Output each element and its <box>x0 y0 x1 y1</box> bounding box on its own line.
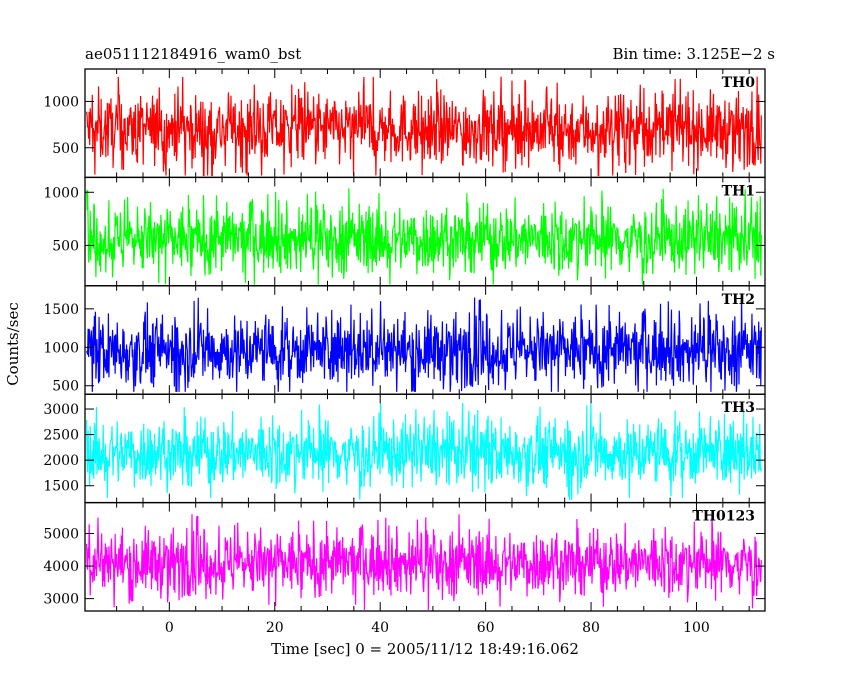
series-line-th1 <box>85 188 762 285</box>
y-tick-label: 3000 <box>43 592 79 608</box>
y-tick-label: 4000 <box>43 559 79 575</box>
panel-th1: 500 1000 TH1 <box>43 176 766 287</box>
bin-time-label: Bin time: 3.125E−2 s <box>613 45 775 63</box>
x-tick-label: 100 <box>683 620 710 636</box>
y-tick-label: 1500 <box>43 479 79 495</box>
y-tick-label: 500 <box>52 238 79 254</box>
y-tick-label: 1000 <box>43 185 79 201</box>
panel-label: TH3 <box>722 400 755 416</box>
x-tick-label: 60 <box>477 620 495 636</box>
series-line-th2 <box>86 297 762 392</box>
panel-th2: 500 1000 1500 TH2 <box>43 285 766 395</box>
panel-frame <box>84 501 766 612</box>
y-tick-label: 500 <box>52 379 79 395</box>
series-line-th0123 <box>85 514 762 611</box>
panel-th0: 500 1000 TH0 <box>43 68 766 179</box>
series-line-th3 <box>85 402 762 501</box>
panel-label: TH2 <box>722 292 755 308</box>
x-tick-label: 0 <box>165 620 174 636</box>
y-tick-label: 1000 <box>43 94 79 110</box>
y-tick-label: 3000 <box>43 402 79 418</box>
y-tick-label: 500 <box>52 141 79 157</box>
y-tick-label: 2500 <box>43 428 79 444</box>
x-tick-label: 80 <box>582 620 600 636</box>
panel-th0123: 3000 4000 5000 TH0123 <box>43 501 766 612</box>
panel-label: TH0 <box>722 75 756 91</box>
x-tick-label: 40 <box>371 620 389 636</box>
y-axis-title: Counts/sec <box>4 302 22 386</box>
x-tick-label: 20 <box>266 620 284 636</box>
y-tick-label: 2000 <box>43 453 79 469</box>
chart-title: ae051112184916_wam0_bst <box>85 45 301 63</box>
panel-th3: 1500 2000 2500 3000 TH3 <box>43 393 766 504</box>
panel-label: TH0123 <box>692 509 755 525</box>
y-tick-label: 1000 <box>43 340 79 356</box>
panel-label: TH1 <box>722 183 755 199</box>
y-tick-label: 5000 <box>43 527 79 543</box>
series-line-th0 <box>85 76 762 177</box>
y-tick-label: 1500 <box>43 302 79 318</box>
x-axis-title: Time [sec] 0 = 2005/11/12 18:49:16.062 <box>271 640 579 658</box>
